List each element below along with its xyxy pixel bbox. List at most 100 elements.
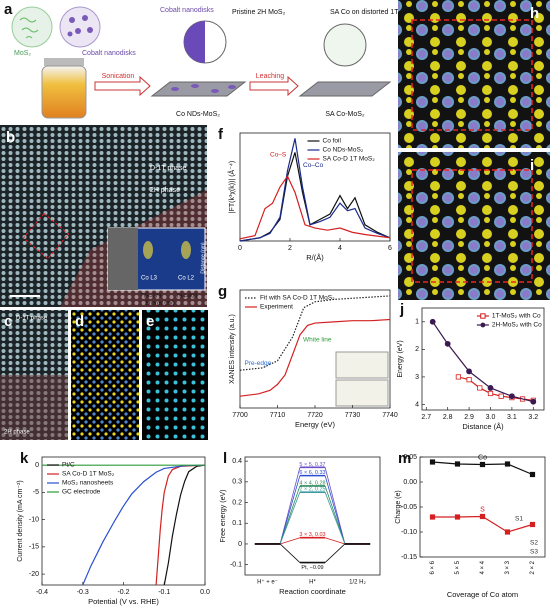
phase-label: D-1T phase — [150, 165, 187, 172]
marker — [487, 390, 494, 397]
panel-c: c D-1T phase 2H phase — [0, 310, 68, 440]
level-label: 4 × 4, 0.28 — [299, 480, 325, 486]
zoom — [323, 23, 367, 67]
connector — [324, 492, 346, 545]
annotation: Co–Co — [303, 162, 324, 169]
panel-label: e — [146, 313, 154, 330]
inset-spot — [143, 241, 153, 259]
series-line — [82, 464, 206, 586]
series-line — [239, 318, 391, 397]
panel-label: j — [399, 301, 404, 318]
inset-xlabel: Energy (eV) — [145, 300, 175, 306]
x-tick-label: 6 — [388, 245, 392, 252]
series-line — [239, 138, 391, 242]
y-tick-label: -20 — [29, 571, 39, 578]
marker — [479, 513, 486, 520]
y-tick-label: 0 — [35, 462, 39, 469]
x-tick-label: -0.2 — [117, 589, 129, 596]
y-tick-label: -0.1 — [230, 561, 242, 568]
legend-label: Experiment — [260, 304, 293, 311]
level-label: Pt, −0.09 — [301, 565, 323, 571]
legend-label: GC electrode — [62, 489, 101, 496]
zoom-disk — [184, 21, 205, 63]
x-tick-label: 3.0 — [486, 414, 496, 421]
legend-label: 1T-MoS₂ with Co — [492, 313, 541, 320]
inset-tick: 775–779 — [140, 293, 161, 299]
y-tick-label: 0.2 — [232, 499, 242, 506]
disks — [171, 84, 236, 93]
y-tick-label: 0.1 — [232, 520, 242, 527]
marker — [487, 385, 494, 391]
series-line — [239, 174, 391, 240]
marker — [477, 385, 483, 391]
y-tick-label: 2 — [415, 346, 419, 353]
marker — [508, 393, 515, 400]
x-tick-label: -0.1 — [158, 589, 170, 596]
annotation: S2 — [530, 540, 538, 547]
x-tick-label: H⁺ + e⁻ — [257, 579, 278, 586]
connector — [279, 475, 301, 545]
x-tick-label: 2.7 — [421, 414, 431, 421]
marker — [444, 340, 451, 347]
marker — [498, 393, 504, 399]
connector — [324, 543, 346, 563]
cell — [411, 19, 533, 131]
legend-label: Fit with SA Co-D 1T MoS₂ — [260, 295, 335, 302]
legend-label: 2H-MoS₂ with Co — [492, 322, 542, 329]
y-tick-label: -0.15 — [401, 554, 417, 561]
y-tick-label: 0.00 — [403, 479, 417, 486]
marker — [429, 514, 436, 520]
panel-label: a — [4, 1, 13, 18]
charts: f 0 2 4 6 R/(Å) |FT(k³χ(k))| (Å⁻⁴) Co foil Co ND… — [17, 126, 546, 606]
panel-label: l — [223, 450, 227, 467]
y-axis-label: Free energy (eV) — [220, 490, 227, 543]
x-tick-label: 2.8 — [443, 414, 453, 421]
annotation: Pre-edge — [245, 360, 272, 367]
step-label: Sonication — [102, 73, 135, 80]
annotation: White line — [303, 336, 332, 343]
y-tick-label: 0.3 — [232, 479, 242, 486]
y-tick-label: -0.10 — [401, 529, 417, 536]
x-tick-label: 7700 — [232, 412, 248, 419]
level-label: 2 × 2, 0.25 — [299, 487, 325, 493]
y-axis-label: |FT(k³χ(k))| (Å⁻⁴) — [227, 161, 236, 214]
x-tick-label: 4 × 4 — [480, 560, 486, 574]
panel-label: i — [530, 157, 534, 174]
marker — [429, 318, 436, 325]
image — [142, 310, 208, 440]
series-line — [163, 464, 206, 586]
x-tick-label: -0.4 — [36, 589, 48, 596]
x-tick-label: 0.0 — [200, 589, 210, 596]
level-label: 5 × 5, 0.37 — [299, 462, 325, 468]
y-axis-label: Current density (mA cm⁻²) — [17, 480, 24, 562]
image — [398, 152, 550, 300]
structure-inset — [335, 351, 389, 379]
phase-label: D-1T phase — [16, 316, 48, 322]
y-axis-label: Charge (e) — [395, 490, 402, 523]
phase-label: 2H phase — [150, 187, 180, 194]
marker — [504, 529, 511, 535]
level-label: 6 × 6, 0.33 — [299, 470, 325, 476]
legend-marker — [480, 313, 486, 319]
connector — [279, 537, 301, 545]
annotation: S3 — [530, 549, 538, 556]
inset-image — [108, 228, 138, 290]
phase-label: 2H phase — [4, 430, 30, 436]
y-axis-label: XANES intensity (a.u.) — [229, 314, 236, 384]
connector — [279, 543, 301, 563]
series-line — [239, 295, 391, 371]
connector — [324, 475, 346, 545]
legend-label: Co foil — [323, 138, 342, 145]
x-tick-label: H* — [309, 580, 316, 586]
panel-i: i — [398, 152, 550, 300]
panel-label: g — [218, 283, 227, 300]
annotation: Co–S — [270, 151, 287, 158]
box — [22, 212, 70, 260]
marker — [529, 471, 536, 478]
x-tick-label: 7720 — [307, 412, 323, 419]
cobalt-bubble — [59, 6, 101, 48]
marker — [504, 461, 511, 467]
marker — [529, 521, 536, 528]
legend-label: S — [480, 506, 485, 513]
